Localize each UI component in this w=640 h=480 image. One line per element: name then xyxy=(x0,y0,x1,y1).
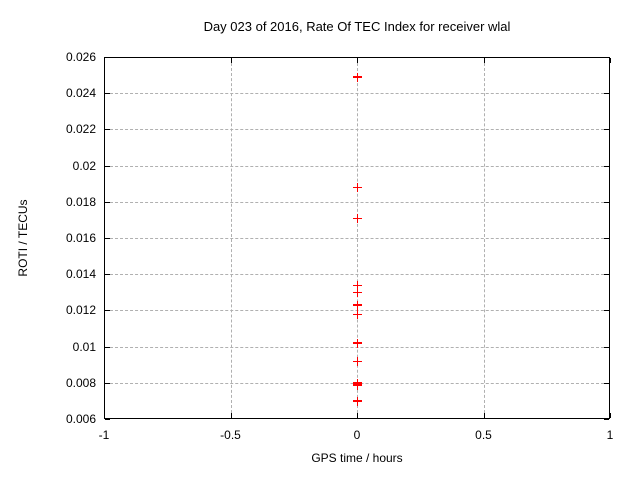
y-tick-label: 0.012 xyxy=(65,303,96,318)
y-tick-label: 0.022 xyxy=(65,122,96,137)
data-point xyxy=(353,338,362,348)
y-tick-label: 0.026 xyxy=(65,50,96,64)
y-tick-mark xyxy=(604,129,609,131)
data-point xyxy=(353,214,362,224)
x-gridline xyxy=(483,63,485,413)
data-point xyxy=(353,396,362,406)
x-tick-label: 0 xyxy=(353,428,361,442)
x-tick-label: -1 xyxy=(98,428,110,442)
y-tick-label: 0.006 xyxy=(65,412,96,426)
y-tick-label: 0.018 xyxy=(65,194,96,209)
y-tick-mark xyxy=(105,93,110,95)
y-tick-label: 0.014 xyxy=(65,267,96,282)
data-point xyxy=(353,281,362,291)
y-tick-mark xyxy=(105,310,110,312)
y-tick-mark xyxy=(604,93,609,95)
x-tick-label: -0.5 xyxy=(220,428,241,442)
y-tick-mark xyxy=(604,274,609,276)
y-tick-mark xyxy=(604,310,609,312)
data-point xyxy=(353,183,362,193)
x-tick-mark xyxy=(357,413,358,418)
y-tick-mark xyxy=(105,419,110,420)
y-tick-label: 0.016 xyxy=(65,231,96,245)
y-tick-mark xyxy=(105,346,110,348)
x-tick-label: 0.5 xyxy=(475,428,492,442)
x-gridline xyxy=(230,63,232,413)
y-tick-mark xyxy=(105,201,110,203)
y-tick-mark xyxy=(105,129,110,131)
x-tick-mark xyxy=(483,413,485,418)
data-point xyxy=(353,288,362,298)
chart-title: Day 023 of 2016, Rate Of TEC Index for r… xyxy=(203,19,511,34)
y-tick-mark xyxy=(105,274,110,276)
x-tick-mark xyxy=(104,413,105,418)
x-tick-mark xyxy=(610,58,611,63)
y-tick-label: 0.01 xyxy=(72,339,96,354)
y-tick-mark xyxy=(604,57,609,58)
y-tick-mark xyxy=(604,382,609,384)
data-point xyxy=(353,72,362,82)
x-tick-mark xyxy=(610,413,611,418)
x-tick-mark xyxy=(483,58,485,63)
data-point xyxy=(353,380,362,390)
x-axis-label: GPS time / hours xyxy=(311,451,403,465)
x-gridline xyxy=(357,63,358,413)
x-tick-mark xyxy=(230,413,232,418)
x-tick-mark xyxy=(104,58,105,63)
x-tick-label: 1 xyxy=(606,428,614,442)
y-tick-mark xyxy=(105,238,110,239)
data-point xyxy=(353,300,362,310)
y-tick-mark xyxy=(604,201,609,203)
y-tick-label: 0.02 xyxy=(72,158,96,173)
y-tick-label: 0.008 xyxy=(65,375,96,390)
y-tick-mark xyxy=(604,165,609,167)
y-tick-mark xyxy=(105,382,110,384)
y-tick-mark xyxy=(105,165,110,167)
x-tick-mark xyxy=(230,58,232,63)
y-tick-mark xyxy=(604,238,609,239)
y-tick-mark xyxy=(105,57,110,58)
y-tick-mark xyxy=(604,346,609,348)
y-tick-label: 0.024 xyxy=(65,86,96,101)
x-tick-mark xyxy=(357,58,358,63)
data-point xyxy=(353,310,362,320)
data-point xyxy=(353,357,362,367)
y-tick-mark xyxy=(604,419,609,420)
plot-area xyxy=(104,57,611,420)
